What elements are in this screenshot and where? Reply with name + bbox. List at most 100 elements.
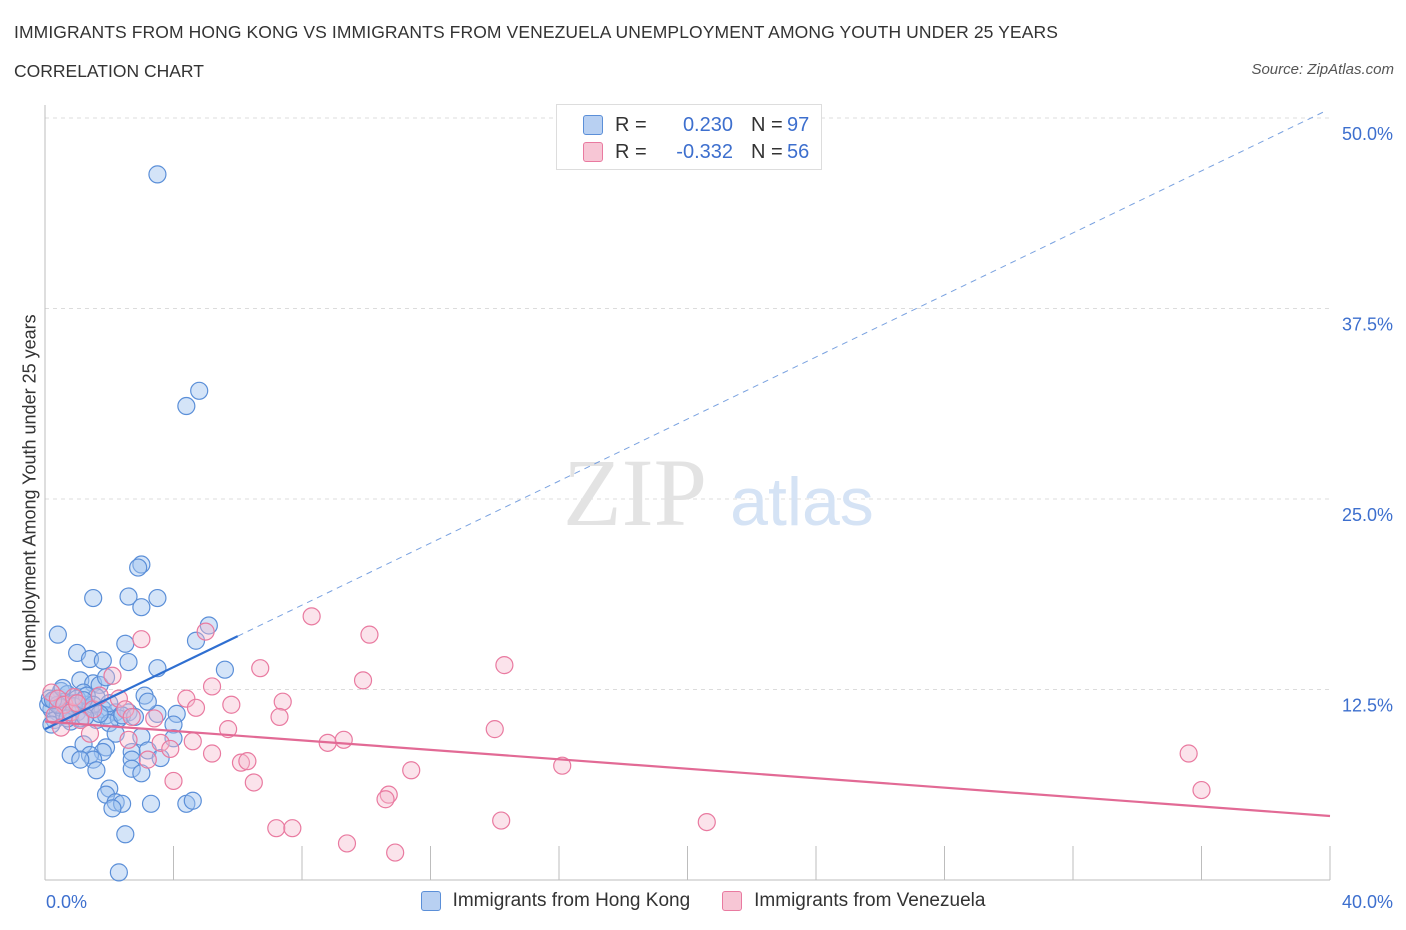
point-hong-kong <box>84 588 103 608</box>
point-venezuela <box>103 666 122 685</box>
watermark-atlas: atlas <box>730 464 874 540</box>
point-venezuela <box>495 656 514 675</box>
y-axis-label: Unemployment Among Youth under 25 years <box>19 314 40 672</box>
correlation-legend: R = 0.230 N = 97 R = -0.332 N = 56 <box>556 104 822 170</box>
point-venezuela <box>360 625 379 644</box>
point-venezuela <box>231 753 251 772</box>
trendlines <box>44 109 1331 818</box>
chart-title: IMMIGRANTS FROM HONG KONG VS IMMIGRANTS … <box>14 22 1058 42</box>
point-venezuela <box>1192 780 1211 800</box>
point-venezuela <box>376 790 395 809</box>
point-hong-kong <box>61 745 80 765</box>
point-hong-kong <box>129 558 148 577</box>
point-hong-kong <box>132 555 151 574</box>
legend-r-value-hong-kong: 0.230 <box>682 113 733 136</box>
point-hong-kong <box>96 668 116 687</box>
legend-swatch-hong-kong <box>420 891 441 911</box>
point-hong-kong <box>93 651 112 670</box>
point-hong-kong <box>84 750 103 769</box>
legend-n-value-venezuela: 56 <box>787 140 810 163</box>
point-venezuela <box>222 695 241 714</box>
point-hong-kong <box>132 598 151 617</box>
point-venezuela <box>386 843 405 862</box>
legend-n-value-hong-kong: 97 <box>787 113 810 136</box>
legend-item-hong-kong[interactable]: Immigrants from Hong Kong <box>420 890 690 912</box>
point-hong-kong <box>103 799 122 818</box>
point-venezuela <box>186 698 206 717</box>
point-venezuela <box>244 773 263 792</box>
legend-row-venezuela: R = -0.332 N = 56 <box>583 139 809 165</box>
point-hong-kong <box>109 863 128 882</box>
legend-r-label: R = <box>615 113 647 136</box>
legend-r-value-venezuela: -0.332 <box>676 140 733 163</box>
trendline-venezuela <box>44 720 1331 818</box>
watermark: ZIP atlas <box>563 439 874 546</box>
point-venezuela <box>145 709 164 728</box>
point-venezuela <box>164 771 183 791</box>
point-venezuela <box>202 677 222 696</box>
point-hong-kong <box>215 660 234 679</box>
y-tick-label: 50.0% <box>1342 124 1393 144</box>
legend-r-label: R = <box>615 140 647 163</box>
tick-labels: 12.5% 25.0% 37.5% 50.0% 0.0% 40.0% <box>46 124 1393 912</box>
legend-swatch-hong-kong <box>583 115 603 135</box>
point-venezuela <box>273 692 292 711</box>
point-venezuela <box>267 819 286 838</box>
legend-swatch-venezuela <box>722 891 743 911</box>
point-hong-kong <box>148 588 167 608</box>
source-label: Source: ZipAtlas.com <box>1251 61 1394 78</box>
legend-row-hong-kong: R = 0.230 N = 97 <box>583 112 809 138</box>
point-venezuela <box>202 744 222 763</box>
point-venezuela <box>151 733 170 752</box>
point-hong-kong <box>190 381 209 400</box>
point-hong-kong <box>112 794 132 813</box>
point-venezuela <box>68 694 87 713</box>
point-venezuela <box>132 630 151 649</box>
point-venezuela <box>138 750 157 769</box>
point-hong-kong <box>177 396 196 416</box>
point-hong-kong <box>74 735 93 754</box>
point-venezuela <box>553 756 572 775</box>
point-venezuela <box>196 622 215 641</box>
y-tick-label: 37.5% <box>1342 315 1393 335</box>
point-hong-kong <box>186 631 206 650</box>
point-venezuela <box>183 732 202 751</box>
point-venezuela <box>238 752 257 771</box>
point-hong-kong <box>122 759 141 778</box>
point-venezuela <box>119 730 138 749</box>
point-venezuela <box>219 720 238 739</box>
legend-n-label: N = <box>751 140 783 163</box>
point-hong-kong <box>71 750 90 769</box>
point-venezuela <box>334 730 353 749</box>
point-venezuela <box>161 739 180 759</box>
point-hong-kong <box>119 652 138 672</box>
point-venezuela <box>177 689 196 708</box>
point-hong-kong <box>116 634 135 653</box>
series-legend: Immigrants from Hong Kong Immigrants fro… <box>0 890 1406 912</box>
point-hong-kong <box>119 587 138 606</box>
x-tick-label-min: 0.0% <box>46 892 87 912</box>
point-venezuela <box>492 811 511 830</box>
point-venezuela <box>116 700 135 719</box>
point-venezuela <box>302 607 321 626</box>
x-tick-label-max: 40.0% <box>1342 892 1393 912</box>
point-venezuela <box>90 686 109 705</box>
point-venezuela <box>122 707 141 727</box>
legend-swatch-venezuela <box>583 142 603 162</box>
point-venezuela <box>485 720 504 739</box>
point-hong-kong <box>164 715 183 734</box>
legend-item-venezuela[interactable]: Immigrants from Venezuela <box>722 890 985 912</box>
point-hong-kong <box>122 750 141 769</box>
point-hong-kong <box>138 692 157 711</box>
point-venezuela <box>353 671 373 690</box>
point-hong-kong <box>48 625 67 644</box>
point-venezuela <box>402 761 421 780</box>
gridlines <box>45 117 1330 690</box>
point-venezuela <box>1179 744 1198 763</box>
watermark-zip: ZIP <box>563 439 707 546</box>
point-hong-kong <box>148 165 167 184</box>
y-tick-label: 25.0% <box>1342 505 1393 525</box>
legend-label-venezuela: Immigrants from Venezuela <box>754 890 986 911</box>
trendline-hong-kong <box>237 109 1328 637</box>
